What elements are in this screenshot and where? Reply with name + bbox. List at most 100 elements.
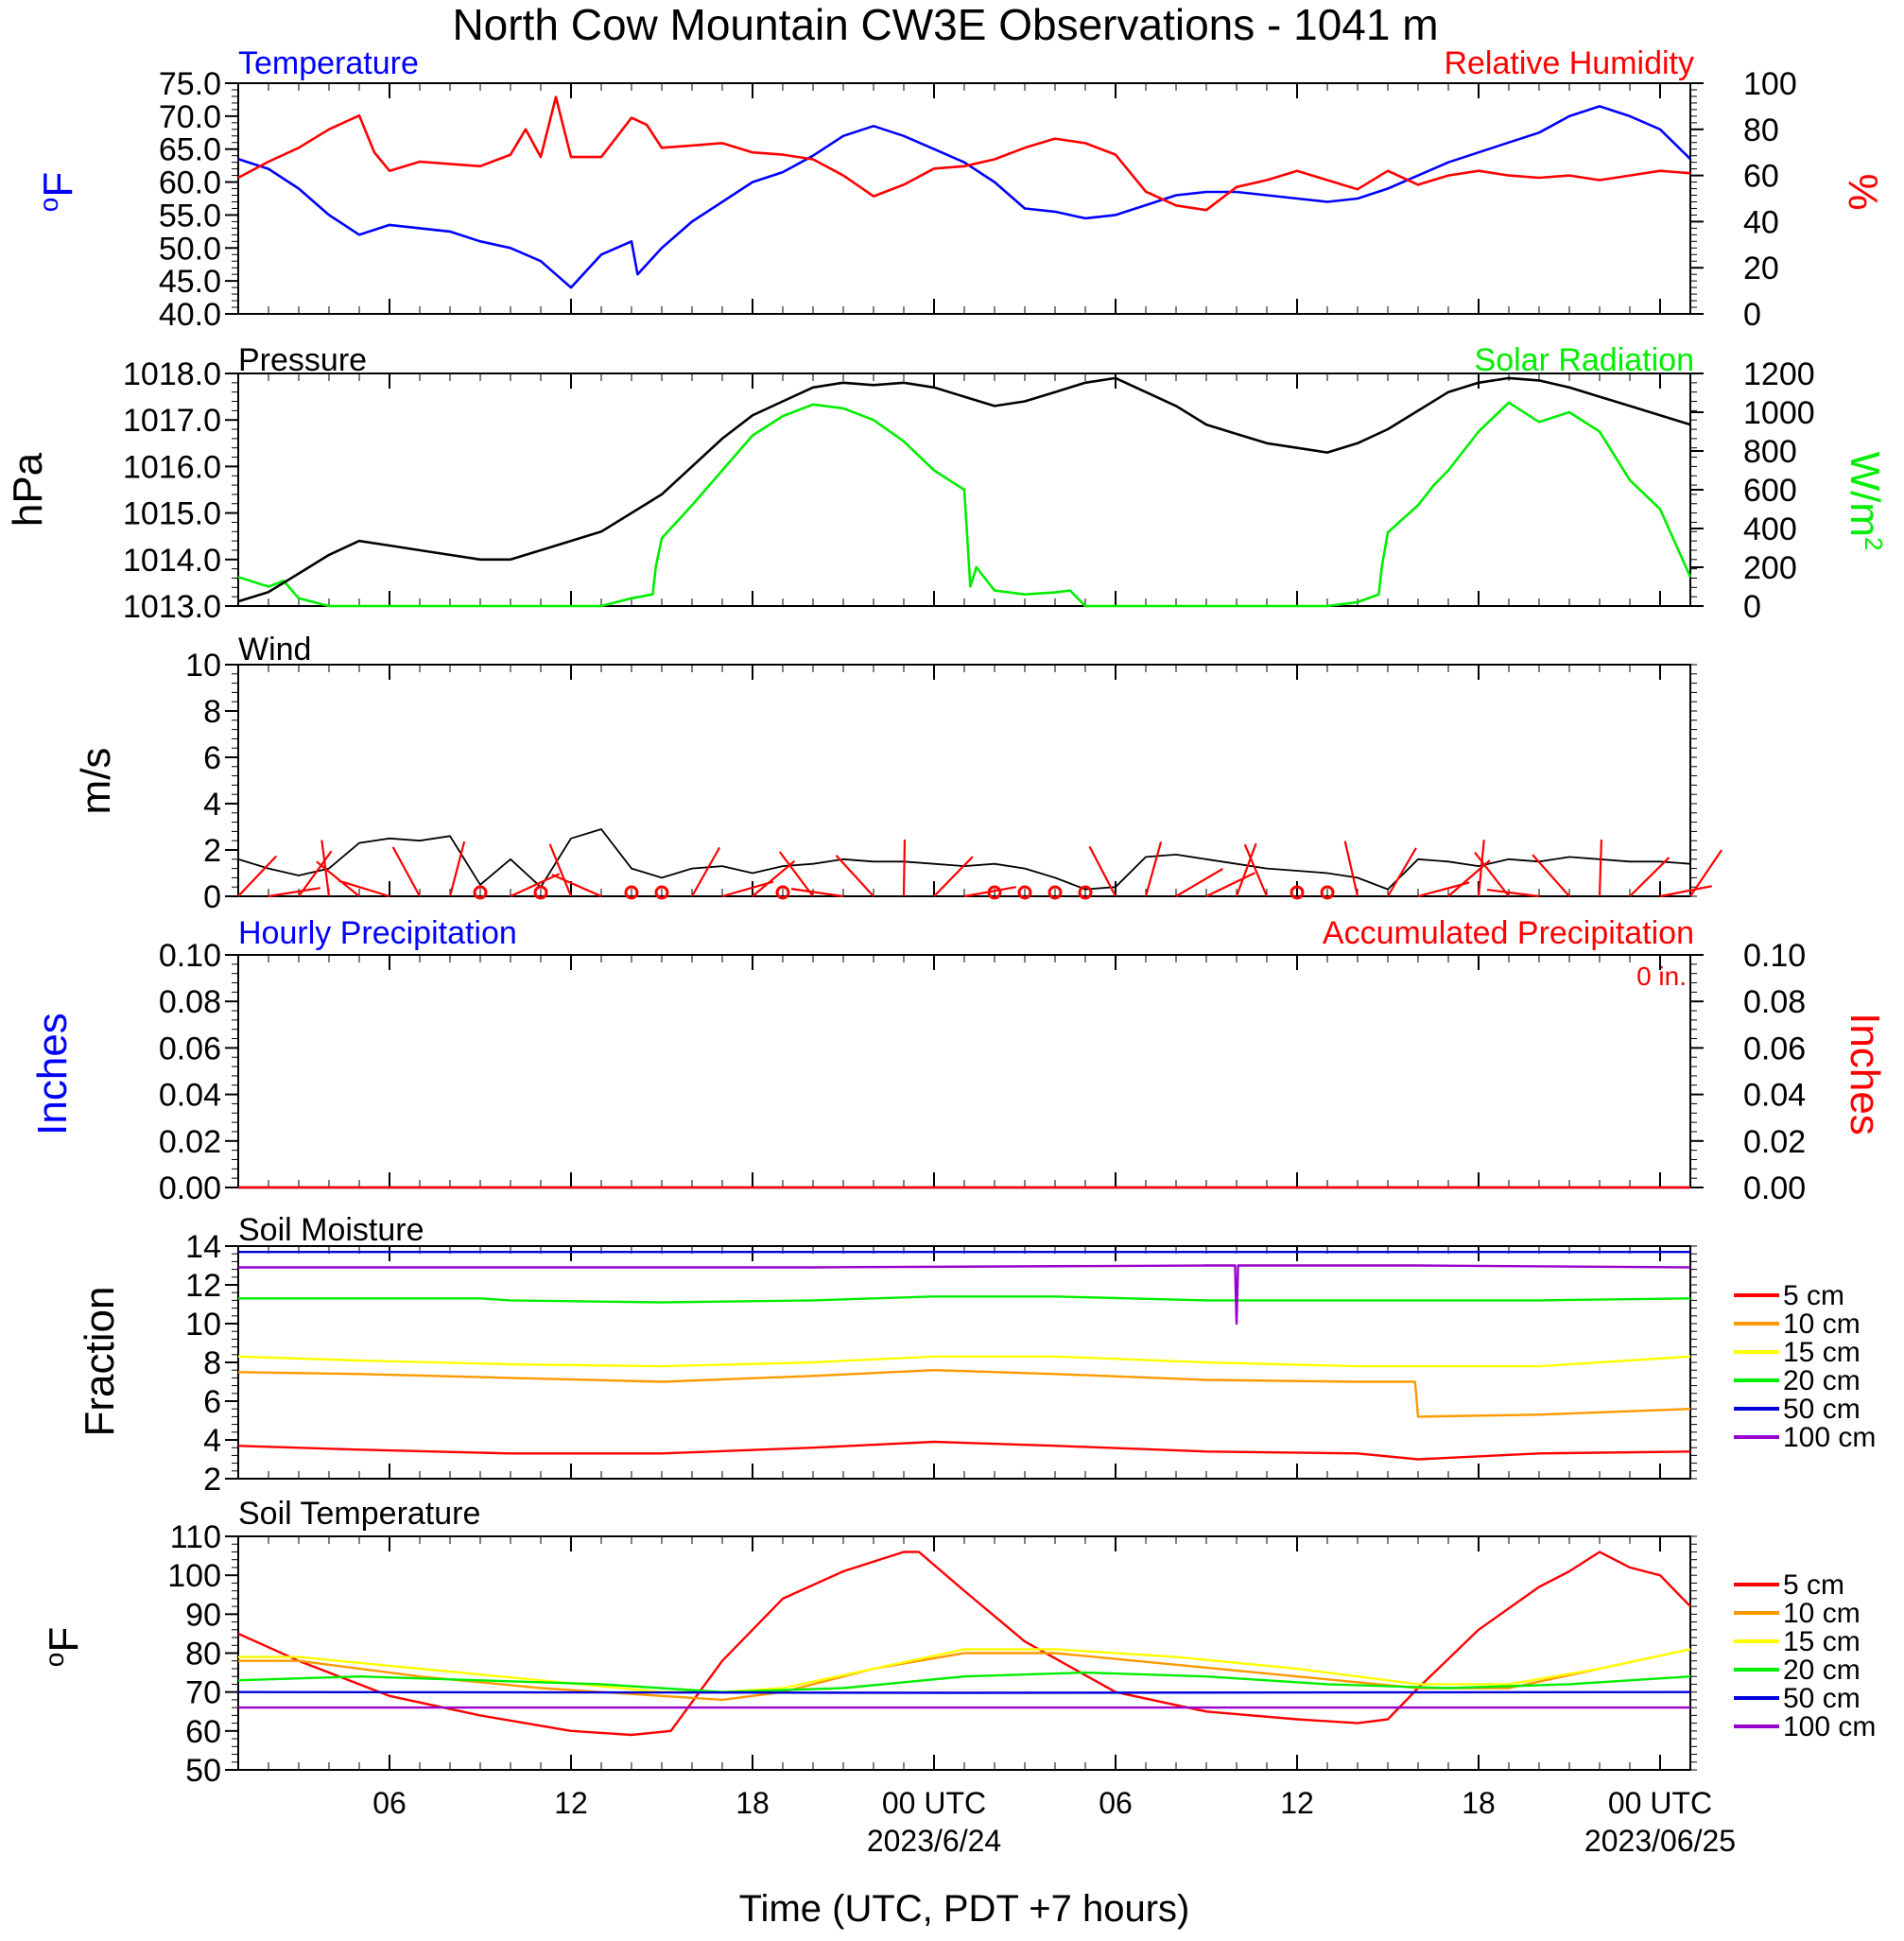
y-tick-label-right: 100 [1743,66,1797,102]
y-tick-label: 65.0 [159,132,221,168]
y-tick-label: 55.0 [159,198,221,234]
y-tick-label: 100 [167,1558,221,1594]
pressure-unit: hPa [5,452,51,527]
y-tick-label: 70 [185,1675,221,1711]
y-tick-label: 1015.0 [123,496,221,532]
soil-temp-unit: oF [40,1627,88,1667]
y-tick-label: 75.0 [159,66,221,102]
y-tick-label-right: 0 [1743,297,1761,333]
wind-barb [933,856,974,897]
y-tick-label: 0.04 [159,1078,221,1114]
calm-marker [654,885,669,900]
solar-title: Solar Radiation [1475,342,1694,378]
x-tick-label: 12 [1280,1786,1314,1820]
y-tick-label-right: 60 [1743,159,1779,195]
soil-moisture-legend-label: 20 cm [1783,1365,1861,1396]
soil-temp-legend-label: 100 cm [1783,1711,1876,1742]
x-tick-label: 18 [736,1786,770,1820]
y-tick-label: 50.0 [159,231,221,267]
soil-temp-line [237,1671,1691,1693]
soil-moisture-title: Soil Moisture [238,1212,424,1248]
solar-unit: W/m2 [1842,452,1888,551]
x-tick-label: 06 [372,1786,407,1820]
y-tick-label: 0.08 [159,984,221,1020]
wind-barb [835,855,874,897]
y-tick-label: 4 [203,787,221,823]
soil-moisture-line [237,1440,1691,1461]
wind-barb [1477,840,1485,897]
soil-moisture-legend-label: 10 cm [1783,1308,1861,1340]
x-date-label: 2023/06/25 [1584,1824,1736,1858]
y-tick-label: 45.0 [159,264,221,300]
y-tick-label: 10 [185,648,221,684]
wind-barb [338,879,390,898]
temperature-unit: oF [34,172,82,212]
unit-f: F [35,172,81,198]
y-tick-label-right: 1200 [1743,356,1815,392]
y-tick-label: 1017.0 [123,403,221,439]
y-tick-label-right: 0 [1743,589,1761,625]
panel-wind: Wind m/s 10 8 6 4 2 0 [73,632,1723,915]
soil-temp-legend-label: 10 cm [1783,1598,1861,1629]
y-tick-label-right: 400 [1743,511,1797,547]
y-tick-label: 60 [185,1714,221,1750]
wind-barb [510,873,561,897]
y-tick-label: 6 [203,1384,221,1420]
y-tick-label: 1016.0 [123,449,221,485]
accum-precip-unit: Inches [1842,1013,1888,1135]
wind-barb [1659,885,1712,898]
y-tick-label: 10 [185,1307,221,1343]
soil-temp-title: Soil Temperature [238,1496,480,1532]
wind-barb [1205,872,1255,897]
wind-barb [1175,867,1223,897]
soil-moisture-line [238,1264,1691,1326]
accum-precip-title: Accumulated Precipitation [1323,915,1694,951]
solar-unit-base: W/m [1842,452,1888,537]
wind-barb [391,846,421,897]
wind-title: Wind [238,632,311,667]
calm-marker [1290,885,1305,900]
wind-barb [1243,843,1269,897]
y-tick-label-right: 1000 [1743,395,1815,431]
y-tick-label: 1018.0 [123,356,221,392]
x-tick-label: 06 [1099,1786,1133,1820]
soil-temp-legend-label: 50 cm [1783,1683,1861,1714]
y-tick-label: 60.0 [159,165,221,201]
plot-frame [237,664,1691,897]
plot-frame [237,82,1691,315]
soil-moisture-unit: Fraction [77,1287,123,1437]
calm-marker [473,885,488,900]
y-tick-label: 90 [185,1597,221,1633]
soil-temp-line [237,1690,1691,1694]
x-axis-label: Time (UTC, PDT +7 hours) [739,1888,1190,1930]
y-tick-label-right: 600 [1743,473,1797,509]
y-tick-label: 0 [203,879,221,915]
wind-barb [902,839,907,897]
panel-precip: Hourly Precipitation Accumulated Precipi… [29,915,1888,1206]
wind-barb [778,851,814,897]
soil-moisture-line [237,1355,1691,1368]
y-tick-label-right: 0.04 [1743,1078,1806,1114]
wind-speed-line [237,828,1691,891]
wind-barb [1629,857,1670,897]
wind-barb [1387,847,1417,897]
soil-moisture-line [238,1295,1691,1304]
y-tick-label: 70.0 [159,99,221,135]
hourly-precip-title: Hourly Precipitation [238,915,517,951]
y-tick-label: 12 [185,1268,221,1304]
y-tick-label: 2 [203,833,221,869]
pressure-line [237,376,1691,603]
soil-moisture-legend-label: 5 cm [1783,1280,1844,1311]
y-tick-label: 0.02 [159,1124,221,1160]
wind-barb [1235,842,1257,897]
y-tick-label: 110 [170,1519,221,1555]
solar-line [237,401,1692,608]
soil-moisture-legend-label: 50 cm [1783,1394,1861,1425]
y-tick-label-right: 200 [1743,550,1797,586]
wind-barb [691,846,721,897]
pressure-title: Pressure [238,342,367,378]
y-tick-label: 1013.0 [123,589,221,625]
